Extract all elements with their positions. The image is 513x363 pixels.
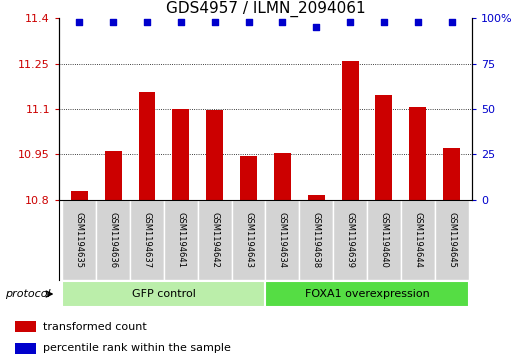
Bar <box>139 92 155 200</box>
Bar <box>401 200 435 280</box>
Bar <box>274 153 291 200</box>
Text: GSM1194637: GSM1194637 <box>143 212 151 268</box>
Point <box>143 19 151 25</box>
Text: protocol: protocol <box>5 289 51 299</box>
Point <box>278 19 286 25</box>
Text: GSM1194645: GSM1194645 <box>447 212 456 268</box>
Text: GSM1194635: GSM1194635 <box>75 212 84 268</box>
Text: GSM1194641: GSM1194641 <box>176 212 185 268</box>
Point <box>346 19 354 25</box>
Bar <box>71 191 88 200</box>
Point <box>380 19 388 25</box>
Point <box>413 19 422 25</box>
Text: GSM1194638: GSM1194638 <box>312 212 321 268</box>
Text: GSM1194643: GSM1194643 <box>244 212 253 268</box>
Text: GSM1194636: GSM1194636 <box>109 212 117 268</box>
Bar <box>15 321 35 332</box>
Point <box>312 24 320 30</box>
Bar <box>105 151 122 200</box>
Point <box>245 19 253 25</box>
Bar <box>376 95 392 200</box>
Text: transformed count: transformed count <box>43 322 147 332</box>
Point <box>211 19 219 25</box>
Bar <box>308 195 325 200</box>
Text: percentile rank within the sample: percentile rank within the sample <box>43 343 231 354</box>
Text: GSM1194640: GSM1194640 <box>380 212 388 268</box>
Point <box>177 19 185 25</box>
Bar <box>130 200 164 280</box>
Bar <box>15 343 35 354</box>
Bar <box>206 110 223 200</box>
Point <box>75 19 84 25</box>
Bar <box>198 200 232 280</box>
Bar <box>435 200 468 280</box>
Bar <box>342 61 359 200</box>
Bar <box>299 200 333 280</box>
Bar <box>266 200 299 280</box>
Text: GSM1194644: GSM1194644 <box>413 212 422 268</box>
Bar <box>266 281 468 307</box>
Bar <box>333 200 367 280</box>
Bar <box>164 200 198 280</box>
Title: GDS4957 / ILMN_2094061: GDS4957 / ILMN_2094061 <box>166 1 365 17</box>
Text: GSM1194634: GSM1194634 <box>278 212 287 268</box>
Bar <box>367 200 401 280</box>
Bar <box>443 148 460 200</box>
Bar <box>63 200 96 280</box>
Bar <box>172 109 189 200</box>
Bar <box>63 281 266 307</box>
Point <box>447 19 456 25</box>
Bar <box>96 200 130 280</box>
Bar <box>240 156 257 200</box>
Text: GFP control: GFP control <box>132 289 196 299</box>
Point <box>109 19 117 25</box>
Bar <box>232 200 266 280</box>
Text: FOXA1 overexpression: FOXA1 overexpression <box>305 289 429 299</box>
Text: GSM1194639: GSM1194639 <box>346 212 354 268</box>
Bar <box>409 107 426 200</box>
Text: GSM1194642: GSM1194642 <box>210 212 219 268</box>
